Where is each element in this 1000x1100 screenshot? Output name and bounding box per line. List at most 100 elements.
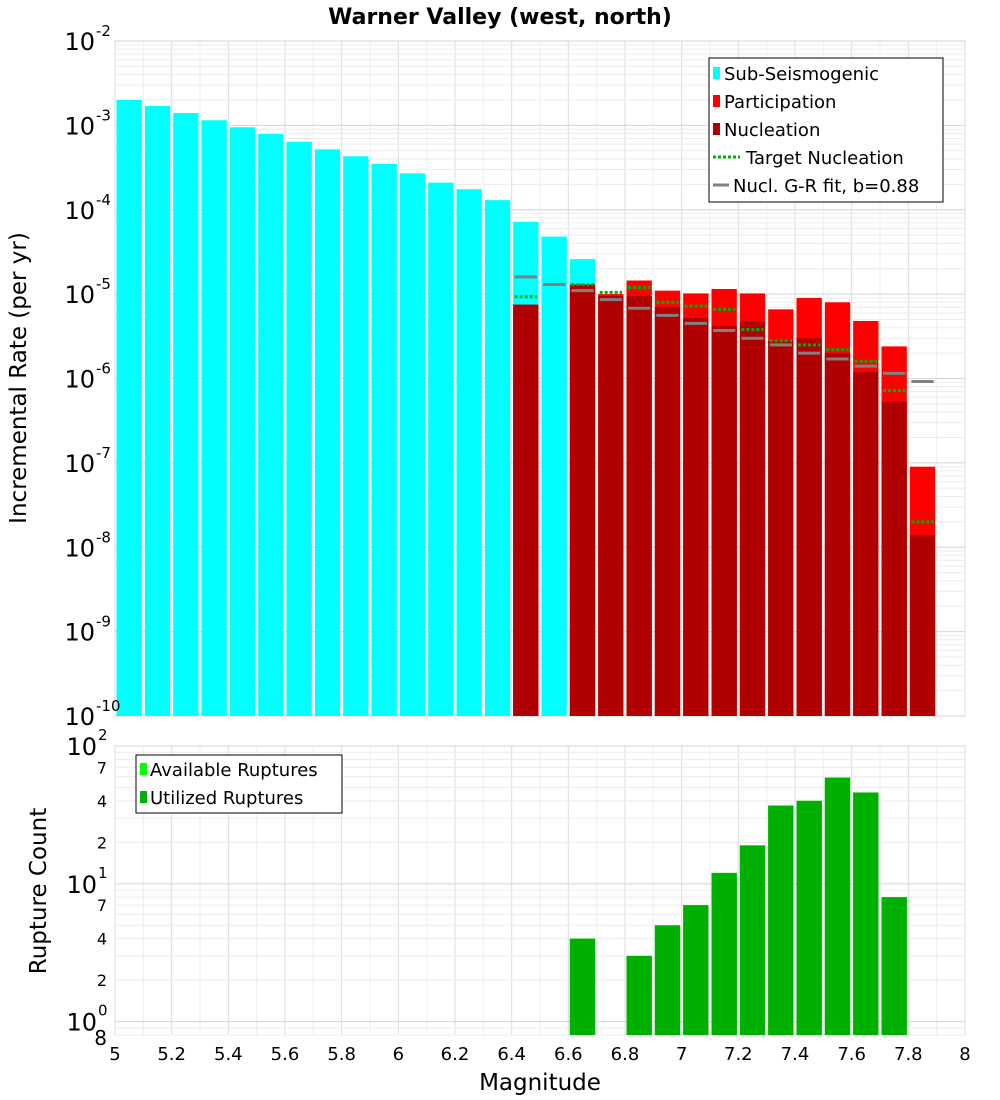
legend-label-nucleation: Nucleation xyxy=(724,120,820,141)
bar-nucleation xyxy=(626,296,652,716)
top-y-tick-label: 10 -4 xyxy=(64,191,111,225)
svg-text:10: 10 xyxy=(64,197,95,225)
bar-utilized-ruptures xyxy=(768,805,794,1035)
bottom-bars xyxy=(569,777,907,1035)
svg-text:0: 0 xyxy=(98,1002,108,1020)
bar-nucleation xyxy=(598,296,624,716)
svg-text:-7: -7 xyxy=(96,444,111,462)
bar-utilized-ruptures xyxy=(683,905,709,1035)
svg-text:10: 10 xyxy=(64,28,95,56)
bottom-y-tick-label-minor: 7 xyxy=(97,758,107,777)
x-tick-label: 7.2 xyxy=(724,1044,753,1065)
top-y-tick-label: 10 -2 xyxy=(64,22,111,56)
bar-utilized-ruptures xyxy=(654,925,681,1035)
svg-text:2: 2 xyxy=(98,726,108,744)
svg-text:10: 10 xyxy=(64,366,95,394)
bar-nucleation xyxy=(796,338,822,716)
bar-nucleation xyxy=(711,325,737,716)
bar-nucleation xyxy=(853,371,879,716)
x-tick-label: 7.6 xyxy=(837,1044,866,1065)
x-tick-label: 6.4 xyxy=(497,1044,526,1065)
top-y-tick-label: 10 -8 xyxy=(64,528,111,562)
x-tick-label: 6 xyxy=(393,1044,404,1065)
x-tick-label: 6.2 xyxy=(441,1044,470,1065)
bar-utilized-ruptures xyxy=(739,845,766,1035)
bottom-y-tick-label-major: 10 1 xyxy=(66,864,107,899)
svg-text:-9: -9 xyxy=(96,613,111,631)
svg-text:-8: -8 xyxy=(96,528,111,546)
svg-text:10: 10 xyxy=(66,1009,97,1037)
x-tick-label: 7.4 xyxy=(781,1044,810,1065)
x-tick-label: 6.8 xyxy=(611,1044,640,1065)
bar-sub-seismogenic xyxy=(144,105,171,717)
bottom-y-tick-label-minor: 4 xyxy=(97,792,107,811)
bar-sub-seismogenic xyxy=(229,127,256,716)
bottom-legend: Available Ruptures Utilized Ruptures xyxy=(135,754,343,814)
bar-sub-seismogenic xyxy=(286,141,312,716)
top-y-tick-label: 10 -5 xyxy=(64,275,111,309)
bar-sub-seismogenic xyxy=(541,236,567,716)
bottom-y-tick-label-minor: 2 xyxy=(97,833,107,852)
bar-utilized-ruptures xyxy=(569,938,596,1035)
bar-utilized-ruptures xyxy=(711,872,737,1035)
bar-utilized-ruptures xyxy=(796,800,822,1035)
legend-label-gr-fit: Nucl. G-R fit, b=0.88 xyxy=(733,176,919,197)
bar-sub-seismogenic xyxy=(371,163,397,717)
bar-nucleation xyxy=(824,353,851,716)
svg-text:10: 10 xyxy=(64,450,95,478)
bottom-y-axis-label: Rupture Count xyxy=(26,808,52,974)
bar-sub-seismogenic xyxy=(173,113,199,716)
legend-swatch-available-ruptures xyxy=(140,763,147,775)
svg-text:10: 10 xyxy=(64,112,95,140)
bottom-y-tick-label-major: 10 2 xyxy=(66,726,107,761)
bar-nucleation xyxy=(683,318,709,716)
bar-nucleation xyxy=(513,304,539,716)
x-tick-label: 8 xyxy=(959,1044,970,1065)
svg-text:-2: -2 xyxy=(96,22,111,40)
x-tick-label: 6.6 xyxy=(554,1044,583,1065)
bar-sub-seismogenic xyxy=(428,182,454,716)
bar-nucleation xyxy=(768,340,794,716)
svg-text:10: 10 xyxy=(66,733,97,761)
bar-sub-seismogenic xyxy=(201,120,227,717)
bottom-y-tick-label-minor: 7 xyxy=(97,896,107,915)
legend-label-target-nucleation: Target Nucleation xyxy=(745,148,904,169)
bar-utilized-ruptures xyxy=(853,792,879,1035)
x-tick-labels: 5 5.2 5.4 5.6 5.8 6 6.2 6.4 6.6 6.8 7 7.2 7.4 7.6 7.8 8 xyxy=(109,1044,970,1065)
legend-swatch-participation xyxy=(713,95,720,107)
top-y-tick-label: 10 -7 xyxy=(64,444,111,478)
bar-nucleation xyxy=(881,401,907,716)
svg-text:10: 10 xyxy=(64,619,95,647)
bar-nucleation xyxy=(654,307,681,716)
bottom-y-tick-label-major: 10 0 xyxy=(66,1002,107,1037)
legend-label-utilized-ruptures: Utilized Ruptures xyxy=(150,788,303,809)
bar-utilized-ruptures xyxy=(626,955,652,1035)
svg-text:-5: -5 xyxy=(96,275,111,293)
x-tick-label: 5 xyxy=(109,1044,120,1065)
svg-text:-3: -3 xyxy=(96,106,111,124)
top-y-tick-label: 10 -9 xyxy=(64,613,111,647)
svg-text:1: 1 xyxy=(98,864,108,882)
bar-sub-seismogenic xyxy=(116,99,142,717)
top-lines xyxy=(514,275,934,524)
top-legend: Sub-Seismogenic Participation Nucleation… xyxy=(708,57,944,203)
svg-text:10: 10 xyxy=(66,871,97,899)
bar-utilized-ruptures xyxy=(824,777,851,1035)
bottom-y-tick-label-minor: 2 xyxy=(97,971,107,990)
top-y-tick-label: 10 -3 xyxy=(64,106,111,140)
legend-swatch-nucleation xyxy=(713,123,720,135)
x-tick-label: 5.8 xyxy=(327,1044,356,1065)
bar-sub-seismogenic xyxy=(399,173,426,716)
bar-sub-seismogenic xyxy=(484,200,511,716)
legend-label-participation: Participation xyxy=(724,92,836,113)
legend-swatch-sub-seismogenic xyxy=(713,67,720,79)
x-tick-label: 5.6 xyxy=(271,1044,300,1065)
bar-nucleation xyxy=(739,321,766,716)
svg-text:10: 10 xyxy=(64,281,95,309)
bar-sub-seismogenic xyxy=(343,156,369,717)
bar-sub-seismogenic xyxy=(314,149,341,716)
top-y-tick-label: 10 -10 xyxy=(64,697,120,731)
